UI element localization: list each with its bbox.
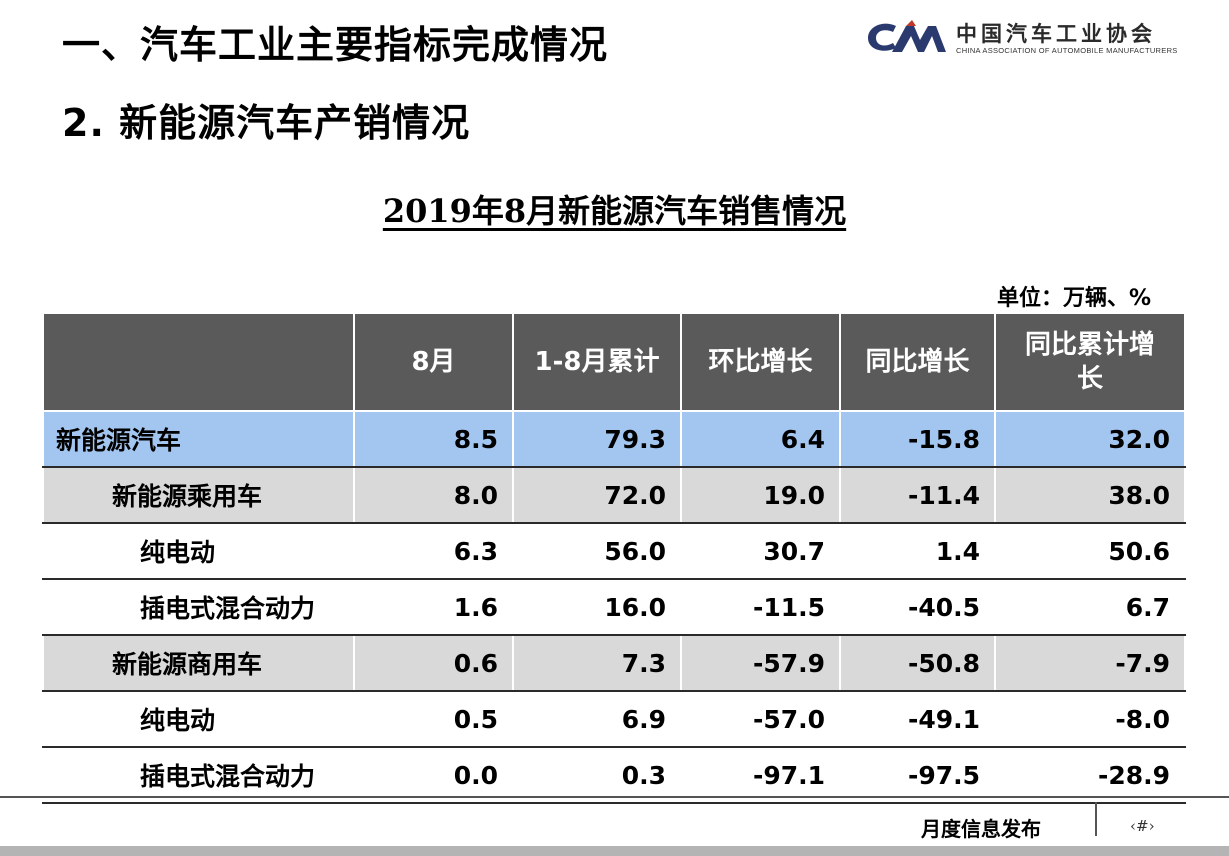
logo-chinese-name: 中国汽车工业协会 [956, 22, 1156, 46]
table-title: 2019年8月新能源汽车销售情况 [0, 186, 1229, 232]
cell: 79.3 [512, 410, 682, 468]
header-cell: 8月 [353, 312, 514, 412]
table-row: 新能源汽车 8.5 79.3 6.4 -15.8 32.0 [42, 410, 1186, 468]
table-header-row: 8月 1-8月累计 环比增长 同比增长 同比累计增长 [42, 312, 1186, 412]
row-label: 新能源乘用车 [42, 466, 355, 524]
cell: 6.9 [512, 690, 682, 748]
cell: -40.5 [839, 578, 996, 636]
cell: 32.0 [994, 410, 1186, 468]
cell: 0.6 [353, 634, 514, 692]
table-row: 插电式混合动力 0.0 0.3 -97.1 -97.5 -28.9 [42, 746, 1186, 804]
unit-label: 单位：万辆、% [996, 286, 1151, 311]
footer-label: 月度信息发布 [921, 817, 1041, 841]
sales-table: 8月 1-8月累计 环比增长 同比增长 同比累计增长 新能源汽车 8.5 79.… [42, 312, 1186, 804]
row-label: 纯电动 [42, 690, 355, 748]
cell: -57.0 [680, 690, 841, 748]
cell: -15.8 [839, 410, 996, 468]
section-heading: 一、汽车工业主要指标完成情况 [62, 23, 609, 67]
footer-divider [0, 796, 1229, 798]
cell: -8.0 [994, 690, 1186, 748]
table-title-text: 2019年8月新能源汽车销售情况 [382, 192, 847, 230]
table-row: 纯电动 6.3 56.0 30.7 1.4 50.6 [42, 522, 1186, 580]
cell: 8.0 [353, 466, 514, 524]
cell: 50.6 [994, 522, 1186, 580]
cell: 0.0 [353, 746, 514, 804]
header-cell: 同比增长 [839, 312, 996, 412]
bottom-band [0, 846, 1229, 856]
caam-logo: 中国汽车工业协会 CHINA ASSOCIATION OF AUTOMOBILE… [866, 14, 1186, 64]
cell: 8.5 [353, 410, 514, 468]
table-row: 新能源乘用车 8.0 72.0 19.0 -11.4 38.0 [42, 466, 1186, 524]
cell: -97.5 [839, 746, 996, 804]
cell: -11.4 [839, 466, 996, 524]
logo-english-name: CHINA ASSOCIATION OF AUTOMOBILE MANUFACT… [956, 46, 1178, 55]
header-cell: 同比累计增长 [994, 312, 1186, 412]
page-number: ‹#› [1130, 817, 1155, 835]
cell: -28.9 [994, 746, 1186, 804]
subsection-heading: 2. 新能源汽车产销情况 [62, 101, 471, 145]
cell: 6.3 [353, 522, 514, 580]
header-cell: 环比增长 [680, 312, 841, 412]
footer-separator [1095, 802, 1097, 836]
cell: -49.1 [839, 690, 996, 748]
header-cell: 1-8月累计 [512, 312, 682, 412]
caam-logo-mark [868, 20, 946, 52]
table-row: 新能源商用车 0.6 7.3 -57.9 -50.8 -7.9 [42, 634, 1186, 692]
cell: 56.0 [512, 522, 682, 580]
cell: 6.7 [994, 578, 1186, 636]
cell: 1.6 [353, 578, 514, 636]
table-row: 插电式混合动力 1.6 16.0 -11.5 -40.5 6.7 [42, 578, 1186, 636]
cell: 30.7 [680, 522, 841, 580]
cell: -7.9 [994, 634, 1186, 692]
cell: -11.5 [680, 578, 841, 636]
cell: 0.3 [512, 746, 682, 804]
row-label: 新能源商用车 [42, 634, 355, 692]
cell: -97.1 [680, 746, 841, 804]
cell: 7.3 [512, 634, 682, 692]
cell: 16.0 [512, 578, 682, 636]
cell: -57.9 [680, 634, 841, 692]
row-label: 新能源汽车 [42, 410, 355, 468]
cell: -50.8 [839, 634, 996, 692]
cell: 72.0 [512, 466, 682, 524]
cell: 6.4 [680, 410, 841, 468]
cell: 19.0 [680, 466, 841, 524]
header-cell [42, 312, 355, 412]
row-label: 插电式混合动力 [42, 578, 355, 636]
cell: 0.5 [353, 690, 514, 748]
row-label: 纯电动 [42, 522, 355, 580]
table-row: 纯电动 0.5 6.9 -57.0 -49.1 -8.0 [42, 690, 1186, 748]
cell: 38.0 [994, 466, 1186, 524]
cell: 1.4 [839, 522, 996, 580]
row-label: 插电式混合动力 [42, 746, 355, 804]
